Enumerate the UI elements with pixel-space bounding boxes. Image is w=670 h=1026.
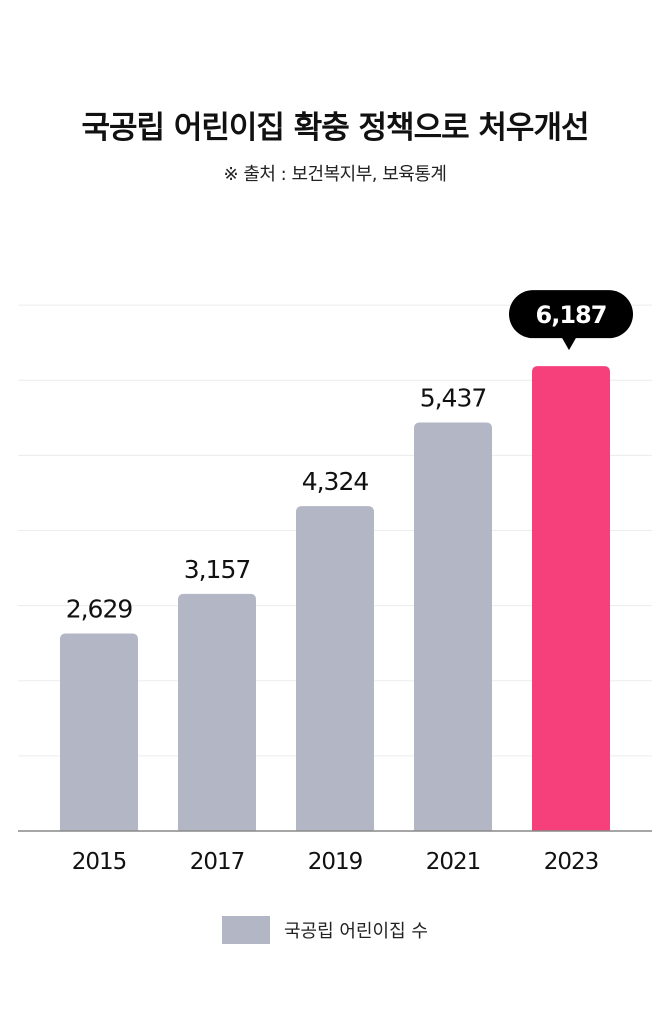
legend: 국공립 어린이집 수 [222,916,428,944]
data-label: 5,437 [420,384,487,413]
x-tick-label: 2019 [308,849,363,875]
data-label: 3,157 [184,555,251,584]
bar [414,422,492,831]
legend-label: 국공립 어린이집 수 [284,921,428,942]
data-label: 6,187 [536,301,607,329]
bar [296,506,374,831]
x-tick-label: 2015 [72,849,127,875]
data-label: 2,629 [66,594,133,623]
bar [532,366,610,831]
bar [60,633,138,831]
bar [178,593,256,831]
x-tick-label: 2017 [190,849,245,875]
x-tick-label: 2023 [544,849,599,875]
data-label: 4,324 [302,467,369,496]
chart-title: 국공립 어린이집 확충 정책으로 처우개선 [81,110,589,146]
callout-pointer [561,336,577,351]
legend-swatch [222,916,270,944]
x-tick-label: 2021 [426,849,481,875]
value-callout [509,290,633,339]
chart-subtitle: ※ 출처 : 보건복지부, 보육통계 [223,164,447,185]
